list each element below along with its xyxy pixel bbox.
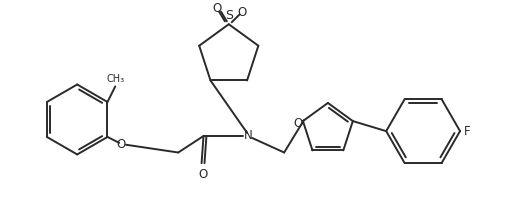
Text: O: O xyxy=(238,6,247,19)
Text: O: O xyxy=(213,2,222,15)
Text: F: F xyxy=(464,125,471,138)
Text: S: S xyxy=(225,9,233,22)
Text: O: O xyxy=(198,168,207,181)
Text: O: O xyxy=(117,138,126,151)
Text: CH₃: CH₃ xyxy=(106,74,124,85)
Text: N: N xyxy=(244,129,252,143)
Text: O: O xyxy=(293,118,303,131)
